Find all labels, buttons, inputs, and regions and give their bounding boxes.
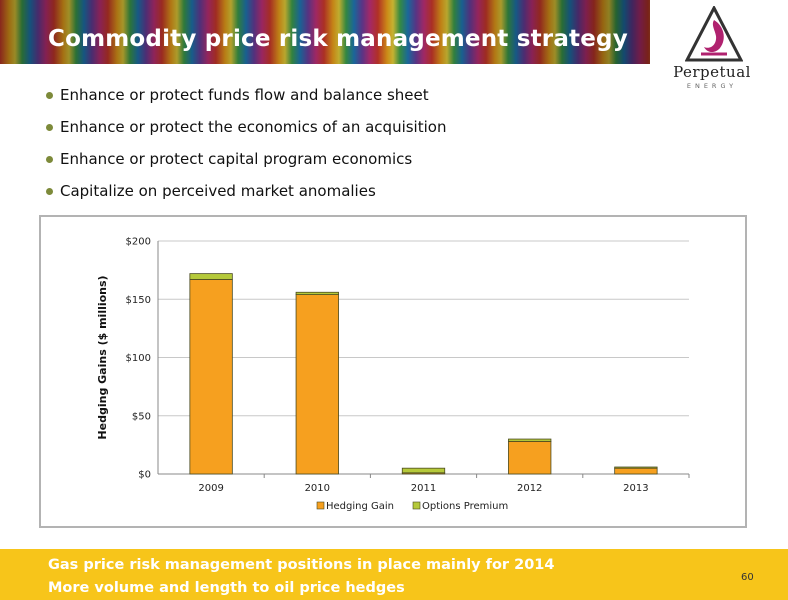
y-tick-label: $200 — [126, 237, 151, 248]
legend-label: Options Premium — [422, 501, 508, 512]
bar-hedging-gain — [508, 440, 552, 475]
bullet-item: Enhance or protect the economics of an a… — [46, 116, 446, 148]
footer-line-1: Gas price risk management positions in p… — [48, 557, 555, 573]
y-axis-title: Hedging Gains ($ millions) — [96, 275, 109, 439]
page-number: 60 — [741, 572, 754, 583]
bar-options-premium — [508, 438, 552, 442]
bullet-dot-icon — [46, 188, 53, 195]
x-tick-label: 2011 — [411, 483, 436, 494]
bar-options-premium — [401, 467, 446, 474]
bullet-item: Enhance or protect capital program econo… — [46, 148, 446, 180]
slide-title: Commodity price risk management strategy — [48, 26, 628, 52]
x-tick-label: 2013 — [623, 483, 648, 494]
bullet-dot-icon — [46, 156, 53, 163]
bullet-item: Enhance or protect funds flow and balanc… — [46, 84, 446, 116]
bar-hedging-gain — [189, 279, 233, 475]
legend-swatch — [316, 501, 325, 510]
y-tick-label: $150 — [126, 295, 151, 306]
x-tick-label: 2010 — [305, 483, 330, 494]
bullet-list: Enhance or protect funds flow and balanc… — [46, 84, 446, 212]
logo-triangle-icon — [685, 6, 743, 62]
bullet-dot-icon — [46, 124, 53, 131]
bar-options-premium — [189, 273, 233, 280]
x-tick-label: 2009 — [198, 483, 223, 494]
bar-options-premium — [614, 466, 658, 469]
hedging-gains-chart: $0 $50 $100 $150 $200 Hedging Gains ($ millio… — [96, 237, 690, 512]
y-tick-label: $50 — [132, 411, 151, 422]
chart-frame: $0 $50 $100 $150 $200 Hedging Gains ($ millio… — [39, 215, 747, 528]
footer-line-2: More volume and length to oil price hedg… — [48, 580, 405, 596]
bar-options-premium — [295, 291, 339, 295]
footer-banner — [0, 549, 788, 600]
company-logo: Perpetual ENERGY — [650, 0, 788, 100]
y-tick-label: $100 — [126, 353, 151, 364]
legend-label: Hedging Gain — [326, 501, 394, 512]
x-tick-label: 2012 — [517, 483, 542, 494]
logo-name: Perpetual — [673, 63, 751, 81]
bullet-dot-icon — [46, 92, 53, 99]
legend-swatch — [412, 501, 421, 510]
logo-subtitle: ENERGY — [686, 82, 738, 90]
bullet-item: Capitalize on perceived market anomalies — [46, 180, 446, 212]
bar-hedging-gain — [295, 294, 339, 475]
bar-hedging-gain — [614, 467, 658, 475]
y-tick-label: $0 — [138, 470, 151, 481]
